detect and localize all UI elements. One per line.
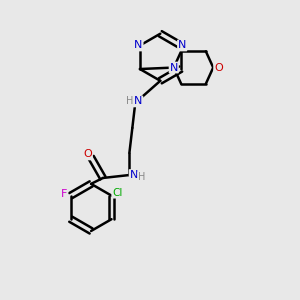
Text: N: N	[134, 96, 142, 106]
Text: N: N	[169, 63, 178, 73]
Text: N: N	[178, 40, 186, 50]
Text: N: N	[134, 40, 142, 50]
Text: N: N	[130, 170, 138, 180]
Text: H: H	[126, 96, 134, 106]
Text: O: O	[83, 149, 92, 159]
Text: H: H	[138, 172, 146, 182]
Text: O: O	[214, 63, 223, 73]
Text: Cl: Cl	[112, 188, 123, 198]
Text: F: F	[61, 189, 68, 199]
